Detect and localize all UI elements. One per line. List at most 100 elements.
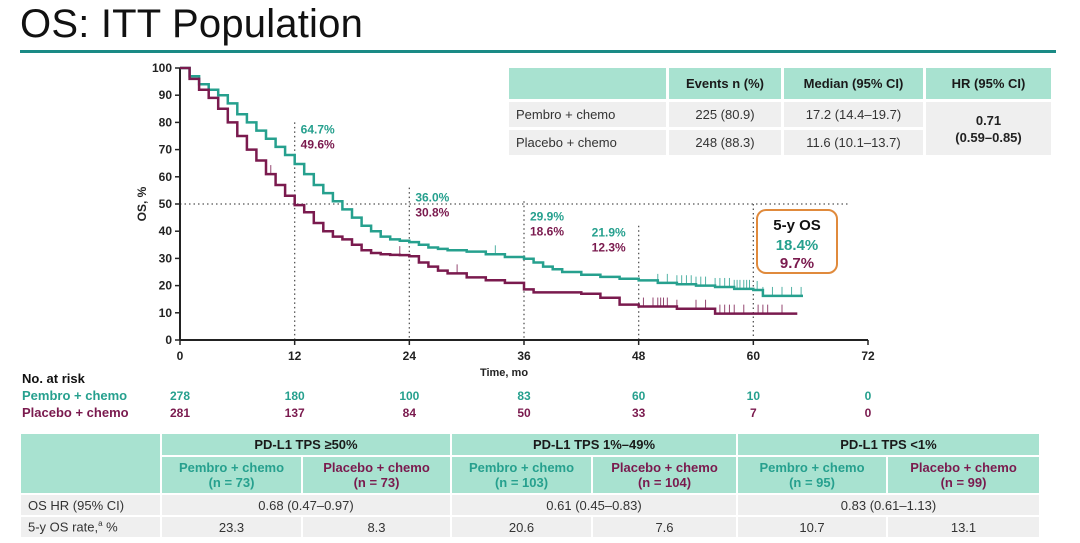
- subgroup-header-tps-lt1: PD-L1 TPS <1%: [738, 434, 1039, 455]
- rate-label-text: 5-y OS rate,: [28, 519, 99, 535]
- risk-count-pembro: 10: [746, 389, 761, 403]
- risk-count-placebo: 50: [517, 406, 531, 420]
- row-label-hr: OS HR (95% CI): [21, 495, 160, 515]
- callout-pembro-value: 18.4%: [776, 237, 819, 254]
- x-tick-label: 48: [632, 349, 646, 363]
- arm-name: Placebo + chemo: [910, 460, 1017, 475]
- landmark-label-placebo: 30.8%: [415, 205, 449, 219]
- landmark-label-pembro: 29.9%: [530, 209, 564, 223]
- summary-header-blank: [509, 68, 666, 99]
- rate-tps1-49-pembro: 20.6: [452, 517, 591, 537]
- arm-header-pembro: Pembro + chemo (n = 73): [162, 457, 301, 493]
- page-title: OS: ITT Population: [20, 2, 364, 46]
- summary-events-placebo: 248 (88.3): [669, 130, 781, 155]
- subgroup-header-tps50: PD-L1 TPS ≥50%: [162, 434, 450, 455]
- summary-arm-placebo: Placebo + chemo: [509, 130, 666, 155]
- landmark-label-pembro: 36.0%: [415, 190, 449, 204]
- x-tick-label: 12: [288, 349, 302, 363]
- risk-count-placebo: 7: [749, 406, 757, 420]
- subgroup-header-blank: [21, 434, 160, 493]
- y-tick-label: 60: [159, 170, 173, 184]
- risk-count-placebo: 0: [864, 406, 872, 420]
- y-tick-label: 40: [159, 224, 173, 238]
- arm-n: (n = 103): [494, 475, 549, 490]
- arm-header-placebo: Placebo + chemo (n = 99): [888, 457, 1039, 493]
- risk-count-placebo: 33: [631, 406, 646, 420]
- risk-count-pembro: 278: [169, 389, 191, 403]
- footnote-marker: a: [98, 519, 103, 529]
- summary-header-events: Events n (%): [669, 68, 781, 99]
- arm-header-placebo: Placebo + chemo (n = 104): [593, 457, 736, 493]
- summary-header-median: Median (95% CI): [784, 68, 923, 99]
- y-axis-title: OS, %: [135, 186, 149, 221]
- risk-count-pembro: 100: [399, 389, 420, 403]
- y-tick-label: 20: [159, 279, 173, 293]
- summary-table: Events n (%) Median (95% CI) HR (95% CI)…: [506, 65, 1054, 158]
- summary-hr-cell: 0.71 (0.59–0.85): [926, 102, 1051, 155]
- callout-title: 5-y OS: [773, 217, 821, 234]
- y-tick-label: 30: [159, 251, 173, 265]
- km-curve-pembro: [180, 66, 803, 298]
- arm-header-placebo: Placebo + chemo (n = 73): [303, 457, 450, 493]
- summary-arm-pembro: Pembro + chemo: [509, 102, 666, 127]
- arm-n: (n = 104): [637, 475, 692, 490]
- y-tick-label: 100: [152, 61, 172, 75]
- subgroup-row-rate: 5-y OS rate,a % 23.3 8.3 20.6 7.6 10.7 1…: [21, 517, 1039, 537]
- rate-tps50-pembro: 23.3: [162, 517, 301, 537]
- km-curve-placebo: [180, 66, 798, 315]
- y-tick-label: 0: [165, 333, 172, 347]
- summary-row: Pembro + chemo 225 (80.9) 17.2 (14.4–19.…: [509, 102, 1051, 155]
- arm-name: Placebo + chemo: [323, 460, 430, 475]
- risk-count-placebo: 84: [402, 406, 417, 420]
- risk-count-placebo: 281: [169, 406, 191, 420]
- rate-tps-lt1-placebo: 13.1: [888, 517, 1039, 537]
- x-tick-label: 24: [403, 349, 417, 363]
- arm-name: Pembro + chemo: [178, 460, 285, 475]
- y-tick-label: 70: [159, 143, 173, 157]
- arm-n: (n = 95): [789, 475, 835, 490]
- hr-tps-lt1: 0.83 (0.61–1.13): [738, 495, 1039, 515]
- rate-tps50-placebo: 8.3: [303, 517, 450, 537]
- arm-name: Pembro + chemo: [468, 460, 575, 475]
- title-divider: [20, 50, 1056, 53]
- risk-count-pembro: 180: [284, 389, 305, 403]
- summary-median-pembro: 17.2 (14.4–19.7): [784, 102, 923, 127]
- arm-name: Pembro + chemo: [759, 460, 865, 475]
- arm-header-pembro: Pembro + chemo (n = 95): [738, 457, 886, 493]
- risk-count-pembro: 83: [517, 389, 531, 403]
- rate-label-unit: %: [102, 519, 118, 535]
- rate-tps1-49-placebo: 7.6: [593, 517, 736, 537]
- row-label-rate: 5-y OS rate,a %: [21, 517, 160, 537]
- arm-n: (n = 73): [208, 475, 255, 490]
- summary-events-pembro: 225 (80.9): [669, 102, 781, 127]
- rate-tps-lt1-pembro: 10.7: [738, 517, 886, 537]
- risk-count-pembro: 0: [864, 389, 872, 403]
- subgroup-row-hr: OS HR (95% CI) 0.68 (0.47–0.97) 0.61 (0.…: [21, 495, 1039, 515]
- callout-placebo-value: 9.7%: [780, 255, 814, 272]
- landmark-label-pembro: 21.9%: [592, 226, 626, 240]
- x-tick-label: 60: [747, 349, 761, 363]
- hr-tps1-49: 0.61 (0.45–0.83): [452, 495, 736, 515]
- risk-count-placebo: 137: [284, 406, 305, 420]
- arm-header-pembro: Pembro + chemo (n = 103): [452, 457, 591, 493]
- risk-table-title: No. at risk: [22, 371, 85, 386]
- x-axis-title: Time, mo: [480, 367, 528, 379]
- risk-row-label-pembro: Pembro + chemo: [22, 388, 128, 403]
- five-year-callout-box: [756, 209, 838, 274]
- arm-name: Placebo + chemo: [611, 460, 718, 475]
- x-tick-label: 0: [177, 349, 184, 363]
- summary-hr-value: 0.71: [975, 112, 1002, 128]
- y-tick-label: 50: [159, 197, 173, 211]
- landmark-label-placebo: 18.6%: [530, 224, 564, 238]
- x-tick-label: 36: [517, 349, 531, 363]
- landmark-label-placebo: 49.6%: [301, 137, 335, 151]
- summary-median-placebo: 11.6 (10.1–13.7): [784, 130, 923, 155]
- summary-row: Placebo + chemo 248 (88.3) 11.6 (10.1–13…: [509, 130, 1051, 155]
- summary-header-hr: HR (95% CI): [926, 68, 1051, 99]
- arm-n: (n = 73): [353, 475, 400, 490]
- hr-tps50: 0.68 (0.47–0.97): [162, 495, 450, 515]
- landmark-label-pembro: 64.7%: [301, 122, 335, 136]
- y-tick-label: 80: [159, 115, 173, 129]
- arm-n: (n = 99): [940, 475, 987, 490]
